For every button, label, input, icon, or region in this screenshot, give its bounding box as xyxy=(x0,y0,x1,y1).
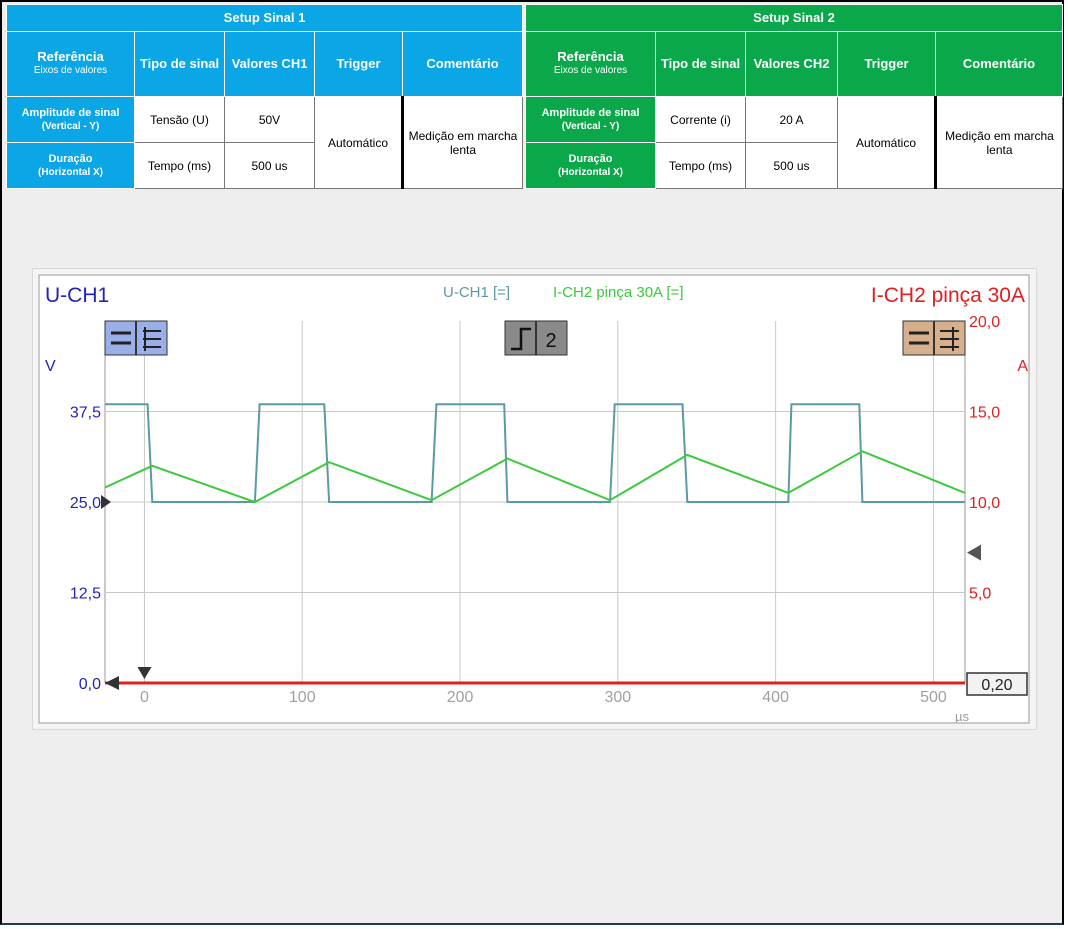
header-comentario: Comentário xyxy=(935,31,1063,97)
cell-tipo-duracao: Tempo (ms) xyxy=(655,142,746,189)
ch1-zero-marker[interactable] xyxy=(105,676,119,690)
setup-1-title: Setup Sinal 1 xyxy=(6,4,523,32)
x-tick-label: 100 xyxy=(289,689,316,706)
y-right-tick-label: 10,0 xyxy=(969,495,1000,512)
header-comentario: Comentário xyxy=(402,31,523,97)
header-tipo-sinal: Tipo de sinal xyxy=(134,31,225,97)
ch2-reference-marker[interactable] xyxy=(967,544,981,561)
series-line-ch2 xyxy=(104,450,966,504)
ch1-scale-button[interactable] xyxy=(104,320,168,356)
y-left-tick-label: 25,0 xyxy=(70,495,101,512)
left-title: U-CH1 xyxy=(45,284,109,307)
y-left-tick-label: 0,0 xyxy=(79,676,101,693)
cell-valor-duracao: 500 us xyxy=(745,142,838,189)
header-valores: Valores CH2 xyxy=(745,31,838,97)
cell-trigger: Automático xyxy=(314,96,404,189)
traces xyxy=(104,403,966,685)
y-left-tick-label: 37,5 xyxy=(70,405,101,422)
cell-valor-amplitude: 50V xyxy=(224,96,315,143)
tick-labels: 0 100 200 300 400 500 0,0 12,5 25,0 37,5 5,0 10,0 15… xyxy=(70,314,1000,706)
label-duracao: Duração (Horizontal X) xyxy=(525,142,656,189)
legend-ch2: I-CH2 pinça 30A [=] xyxy=(553,284,684,301)
y-right-tick-label: 15,0 xyxy=(969,405,1000,422)
ch2-scale-button[interactable] xyxy=(902,320,966,356)
trigger-button[interactable]: 2 xyxy=(504,320,568,356)
header-tipo-sinal: Tipo de sinal xyxy=(655,31,746,97)
label-amplitude: Amplitude de sinal (Vertical - Y) xyxy=(6,96,135,143)
ch1-reference-marker[interactable] xyxy=(101,495,111,509)
header-referencia: Referência Eixos de valores xyxy=(525,31,656,97)
label-duracao: Duração (Horizontal X) xyxy=(6,142,135,189)
header-referencia: Referência Eixos de valores xyxy=(6,31,135,97)
y-right-tick-label: 20,0 xyxy=(969,314,1000,331)
cell-tipo-duracao: Tempo (ms) xyxy=(134,142,225,189)
x-unit: µs xyxy=(955,709,969,724)
cell-comentario: Medição em marcha lenta xyxy=(935,96,1063,189)
right-unit: A xyxy=(1017,358,1028,375)
setup-2-title: Setup Sinal 2 xyxy=(525,4,1063,32)
left-unit: V xyxy=(45,358,56,375)
setup-table-1: Setup Sinal 1 Referência Eixos de valores… xyxy=(6,4,523,189)
right-title: I-CH2 pinça 30A xyxy=(871,284,1025,307)
oscilloscope-chart: 0 100 200 300 400 500 0,0 12,5 25,0 37,5 5,0 10,0 15… xyxy=(38,274,1030,724)
trigger-marker[interactable] xyxy=(137,667,152,679)
cursor-value: 0,20 xyxy=(981,677,1012,694)
setup-table-2: Setup Sinal 2 Referência Eixos de valores… xyxy=(525,4,1063,189)
y-left-tick-label: 12,5 xyxy=(70,586,101,603)
cell-trigger: Automático xyxy=(837,96,937,189)
cell-valor-amplitude: 20 A xyxy=(745,96,838,143)
x-tick-label: 0 xyxy=(140,689,149,706)
cursor-value-box[interactable]: 0,20 xyxy=(966,672,1028,696)
rising-edge-icon xyxy=(511,327,531,351)
cell-valor-duracao: 500 us xyxy=(224,142,315,189)
label-amplitude: Amplitude de sinal (Vertical - Y) xyxy=(525,96,656,143)
cell-comentario: Medição em marcha lenta xyxy=(402,96,523,189)
cell-tipo-amplitude: Tensão (U) xyxy=(134,96,225,143)
trigger-channel: 2 xyxy=(545,330,556,352)
legend-ch1: U-CH1 [=] xyxy=(443,284,510,301)
oscilloscope-panel: 0 100 200 300 400 500 0,0 12,5 25,0 37,5 5,0 10,0 15… xyxy=(32,268,1037,730)
header-valores: Valores CH1 xyxy=(224,31,315,97)
x-tick-label: 500 xyxy=(920,689,947,706)
series-line-ch1 xyxy=(105,403,965,503)
x-tick-label: 400 xyxy=(762,689,789,706)
y-right-tick-label: 5,0 xyxy=(969,586,991,603)
cell-tipo-amplitude: Corrente (i) xyxy=(655,96,746,143)
x-tick-label: 200 xyxy=(447,689,474,706)
header-trigger: Trigger xyxy=(837,31,936,97)
header-trigger: Trigger xyxy=(314,31,403,97)
x-tick-label: 300 xyxy=(604,689,631,706)
